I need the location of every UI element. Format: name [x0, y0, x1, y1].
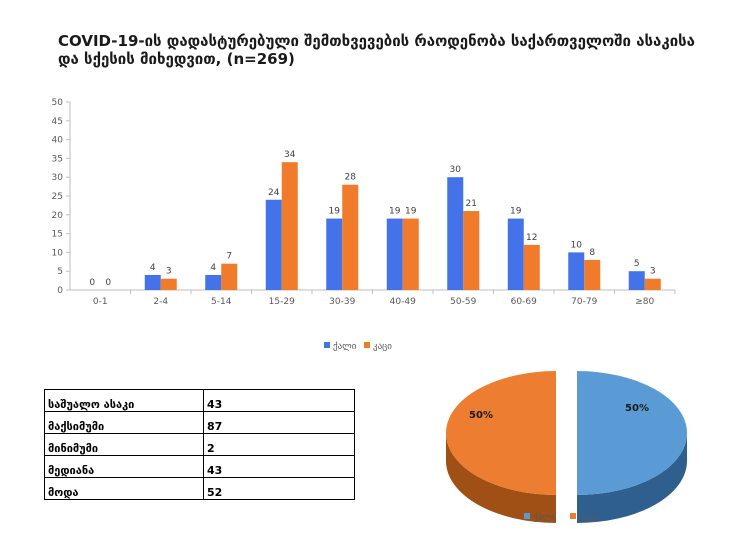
pie-legend-swatch	[570, 513, 576, 519]
data-label: 0	[105, 278, 111, 288]
y-tick-label: 30	[52, 173, 64, 183]
stat-value: 52	[203, 477, 355, 500]
bar-female	[144, 274, 161, 290]
stats-row: მოდა 52	[44, 477, 355, 500]
data-label: 3	[166, 267, 172, 277]
data-label: 7	[226, 252, 232, 262]
bar-female	[326, 218, 343, 290]
bar-male	[402, 218, 419, 290]
data-label: 5	[634, 259, 640, 269]
bar-female	[447, 177, 464, 290]
bar-male	[221, 263, 238, 290]
pie-label-female: 50%	[625, 403, 649, 414]
pie-legend-label: კაცი	[579, 513, 598, 523]
x-tick-label: 30-39	[329, 297, 355, 307]
data-label: 21	[466, 199, 477, 209]
bar-female	[386, 218, 403, 290]
pie-slice-male	[446, 371, 556, 495]
data-label: 10	[571, 240, 583, 250]
x-tick-label: 2-4	[153, 297, 168, 307]
bar-male	[160, 278, 177, 290]
stat-value: 43	[203, 389, 355, 412]
bar-male	[644, 278, 661, 290]
data-label: 4	[210, 263, 216, 273]
bar-female	[265, 199, 282, 290]
pie-slice-male-side	[446, 433, 556, 523]
data-label: 30	[450, 165, 462, 175]
data-label: 12	[526, 233, 537, 243]
y-tick-label: 20	[52, 211, 64, 221]
y-tick-label: 15	[52, 230, 63, 240]
data-label: 34	[284, 150, 296, 160]
data-label: 8	[589, 248, 595, 258]
x-tick-label: 50-59	[450, 297, 476, 307]
x-tick-label: 40-49	[390, 297, 416, 307]
y-tick-label: 40	[52, 136, 64, 146]
legend-swatch	[324, 342, 330, 348]
x-tick-label: ≥80	[635, 297, 654, 307]
bar-male	[281, 162, 298, 290]
chart-title: COVID-19-ის დადასტურებული შემთხვევების რ…	[58, 32, 695, 68]
stat-value: 43	[203, 455, 355, 478]
y-tick-label: 50	[52, 98, 64, 108]
legend-label: ქალი	[333, 341, 357, 352]
x-tick-label: 5-14	[211, 297, 232, 307]
pie-slice-female	[577, 371, 687, 495]
stats-row: მინიმუმი 2	[44, 433, 355, 456]
bar-male	[342, 184, 359, 290]
data-label: 19	[405, 207, 417, 217]
bar-female	[628, 271, 645, 290]
bar-female	[568, 252, 585, 290]
legend-label: კაცი	[373, 342, 392, 352]
bar-male	[463, 211, 480, 290]
pie-legend-label: ქალი	[533, 512, 557, 523]
y-tick-label: 0	[57, 286, 63, 296]
bar-male	[584, 259, 601, 290]
stats-row: მედიანა 43	[44, 455, 355, 478]
bar-male	[523, 244, 540, 290]
x-tick-label: 60-69	[511, 297, 537, 307]
y-tick-label: 35	[52, 154, 63, 164]
data-label: 4	[150, 263, 156, 273]
bar-female	[507, 218, 524, 290]
data-label: 24	[268, 188, 280, 198]
pie-label-male: 50%	[469, 410, 493, 421]
bar-female	[205, 274, 222, 290]
data-label: 3	[650, 267, 656, 277]
x-tick-label: 15-29	[269, 297, 295, 307]
pie-slice-female-side	[577, 433, 687, 523]
data-label: 19	[510, 207, 522, 217]
stat-label: მოდა	[44, 477, 204, 500]
y-tick-label: 5	[57, 267, 63, 277]
data-label: 19	[389, 207, 401, 217]
pie-legend-swatch	[524, 513, 530, 519]
x-tick-label: 0-1	[93, 297, 108, 307]
y-tick-label: 10	[52, 248, 64, 258]
x-tick-label: 70-79	[571, 297, 597, 307]
stats-table: საშუალო ასაკი 43 მაქსიმუმი 87 მინიმუმი 2 მედია…	[44, 389, 355, 500]
data-label: 19	[329, 207, 341, 217]
stat-label: საშუალო ასაკი	[44, 389, 204, 412]
y-tick-label: 25	[52, 192, 63, 202]
data-label: 28	[345, 173, 357, 183]
y-tick-label: 45	[52, 117, 63, 127]
legend-swatch	[364, 342, 370, 348]
data-label: 0	[89, 278, 95, 288]
stat-label: მაქსიმუმი	[44, 411, 204, 434]
stats-row: საშუალო ასაკი 43	[44, 389, 355, 412]
